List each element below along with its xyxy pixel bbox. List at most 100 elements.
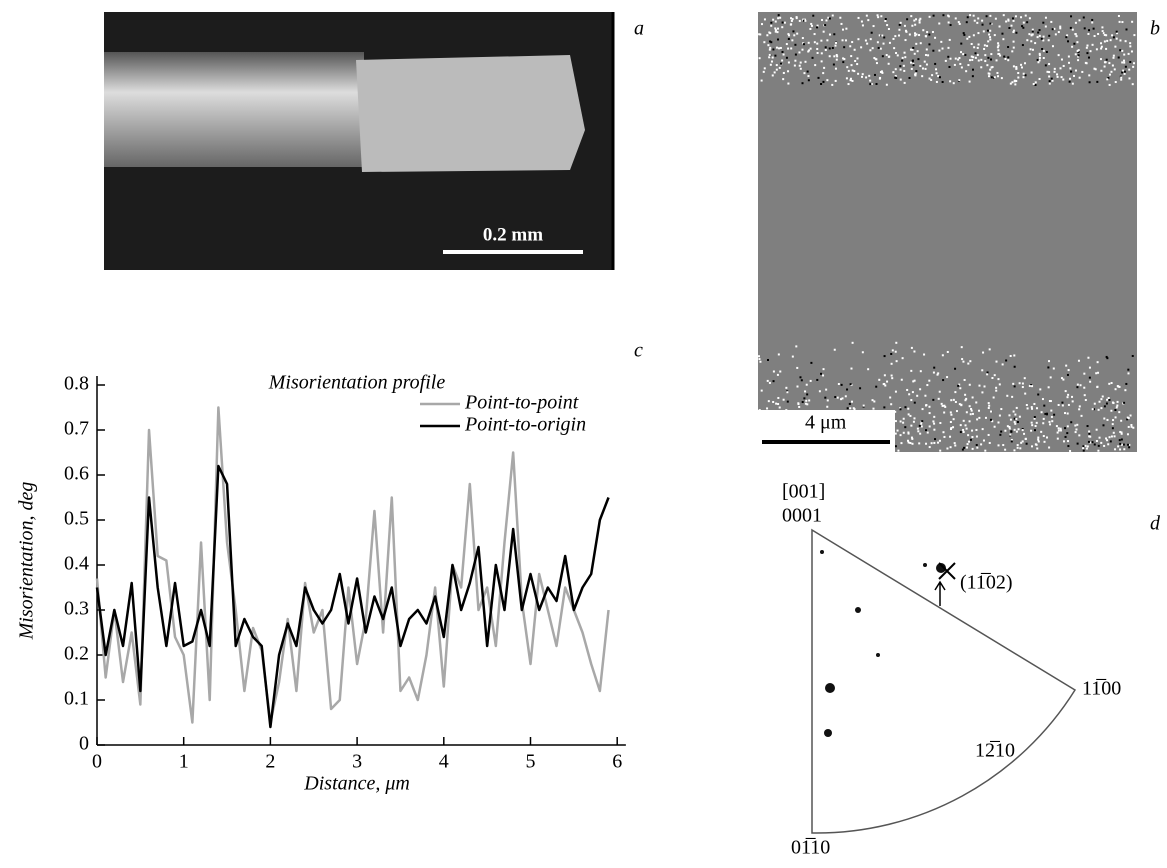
panel-label: d xyxy=(1150,513,1161,535)
speckle xyxy=(886,84,888,86)
speckle xyxy=(1073,75,1075,77)
speckle xyxy=(1119,21,1121,23)
speckle xyxy=(775,403,777,405)
speckle xyxy=(972,413,974,415)
speckle xyxy=(977,17,979,19)
speckle xyxy=(1089,381,1091,383)
speckle xyxy=(882,55,884,57)
legend-label: Point-to-point xyxy=(464,392,579,414)
speckle xyxy=(1078,408,1080,410)
speckle xyxy=(1054,68,1056,70)
speckle xyxy=(942,81,944,83)
speckle xyxy=(1009,434,1011,436)
speckle xyxy=(925,54,927,56)
speckle xyxy=(1060,67,1062,69)
speckle xyxy=(933,367,935,369)
speckle xyxy=(854,49,856,51)
speckle xyxy=(772,57,774,59)
speckle xyxy=(773,370,775,372)
speckle xyxy=(1053,414,1055,416)
speckle xyxy=(1075,428,1077,430)
speckle xyxy=(969,59,971,61)
speckle xyxy=(777,31,779,33)
speckle xyxy=(902,357,904,359)
speckle xyxy=(781,60,783,62)
speckle xyxy=(1100,398,1102,400)
speckle xyxy=(776,69,778,71)
speckle xyxy=(999,55,1001,57)
speckle xyxy=(1120,431,1122,433)
speckle xyxy=(913,421,915,423)
speckle xyxy=(792,356,794,358)
speckle xyxy=(921,75,923,77)
speckle xyxy=(845,39,847,41)
speckle xyxy=(1048,63,1050,65)
speckle xyxy=(783,54,785,56)
speckle xyxy=(869,83,871,85)
speckle xyxy=(801,379,803,381)
speckle xyxy=(1058,427,1060,429)
speckle xyxy=(796,367,798,369)
speckle xyxy=(1039,59,1041,61)
speckle xyxy=(883,406,885,408)
speckle xyxy=(1109,436,1111,438)
speckle xyxy=(779,17,781,19)
speckle xyxy=(987,30,989,32)
speckle xyxy=(1128,446,1130,448)
speckle xyxy=(1096,81,1098,83)
speckle xyxy=(904,426,906,428)
speckle xyxy=(1014,366,1016,368)
speckle xyxy=(1051,416,1053,418)
speckle xyxy=(929,425,931,427)
speckle xyxy=(1058,31,1060,33)
speckle xyxy=(984,450,986,452)
speckle xyxy=(877,16,879,18)
speckle xyxy=(1043,405,1045,407)
speckle xyxy=(914,74,916,76)
speckle xyxy=(939,440,941,442)
speckle xyxy=(1120,79,1122,81)
speckle xyxy=(925,68,927,70)
speckle xyxy=(1038,440,1040,442)
speckle xyxy=(761,80,763,82)
speckle xyxy=(851,41,853,43)
speckle xyxy=(918,442,920,444)
speckle xyxy=(1123,60,1125,62)
speckle xyxy=(989,30,991,32)
speckle xyxy=(967,363,969,365)
speckle xyxy=(1092,408,1094,410)
speckle xyxy=(1022,429,1024,431)
speckle xyxy=(862,73,864,75)
speckle xyxy=(1120,420,1122,422)
speckle xyxy=(772,401,774,403)
speckle xyxy=(1119,443,1121,445)
speckle xyxy=(1113,36,1115,38)
speckle xyxy=(829,17,831,19)
speckle xyxy=(1104,405,1106,407)
speckle xyxy=(1013,65,1015,67)
speckle xyxy=(913,350,915,352)
speckle xyxy=(1003,14,1005,16)
speckle xyxy=(909,442,911,444)
speckle xyxy=(821,52,823,54)
speckle xyxy=(1115,416,1117,418)
speckle xyxy=(901,379,903,381)
speckle xyxy=(980,66,982,68)
speckle xyxy=(1074,425,1076,427)
speckle xyxy=(1132,355,1134,357)
speckle xyxy=(1023,76,1025,78)
speckle xyxy=(845,28,847,30)
speckle xyxy=(796,33,798,35)
speckle xyxy=(849,407,851,409)
speckle xyxy=(889,396,891,398)
speckle xyxy=(808,79,810,81)
speckle xyxy=(933,15,935,17)
speckle xyxy=(758,33,760,35)
speckle xyxy=(927,432,929,434)
speckle xyxy=(868,75,870,77)
speckle xyxy=(989,36,991,38)
speckle xyxy=(1118,57,1120,59)
speckle xyxy=(1116,38,1118,40)
speckle xyxy=(900,79,902,81)
speckle xyxy=(973,34,975,36)
